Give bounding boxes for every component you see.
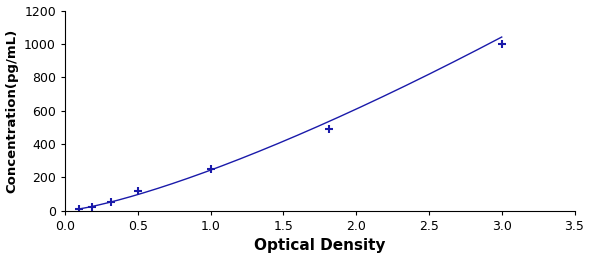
Y-axis label: Concentration(pg/mL): Concentration(pg/mL) bbox=[5, 28, 18, 193]
X-axis label: Optical Density: Optical Density bbox=[254, 239, 385, 254]
